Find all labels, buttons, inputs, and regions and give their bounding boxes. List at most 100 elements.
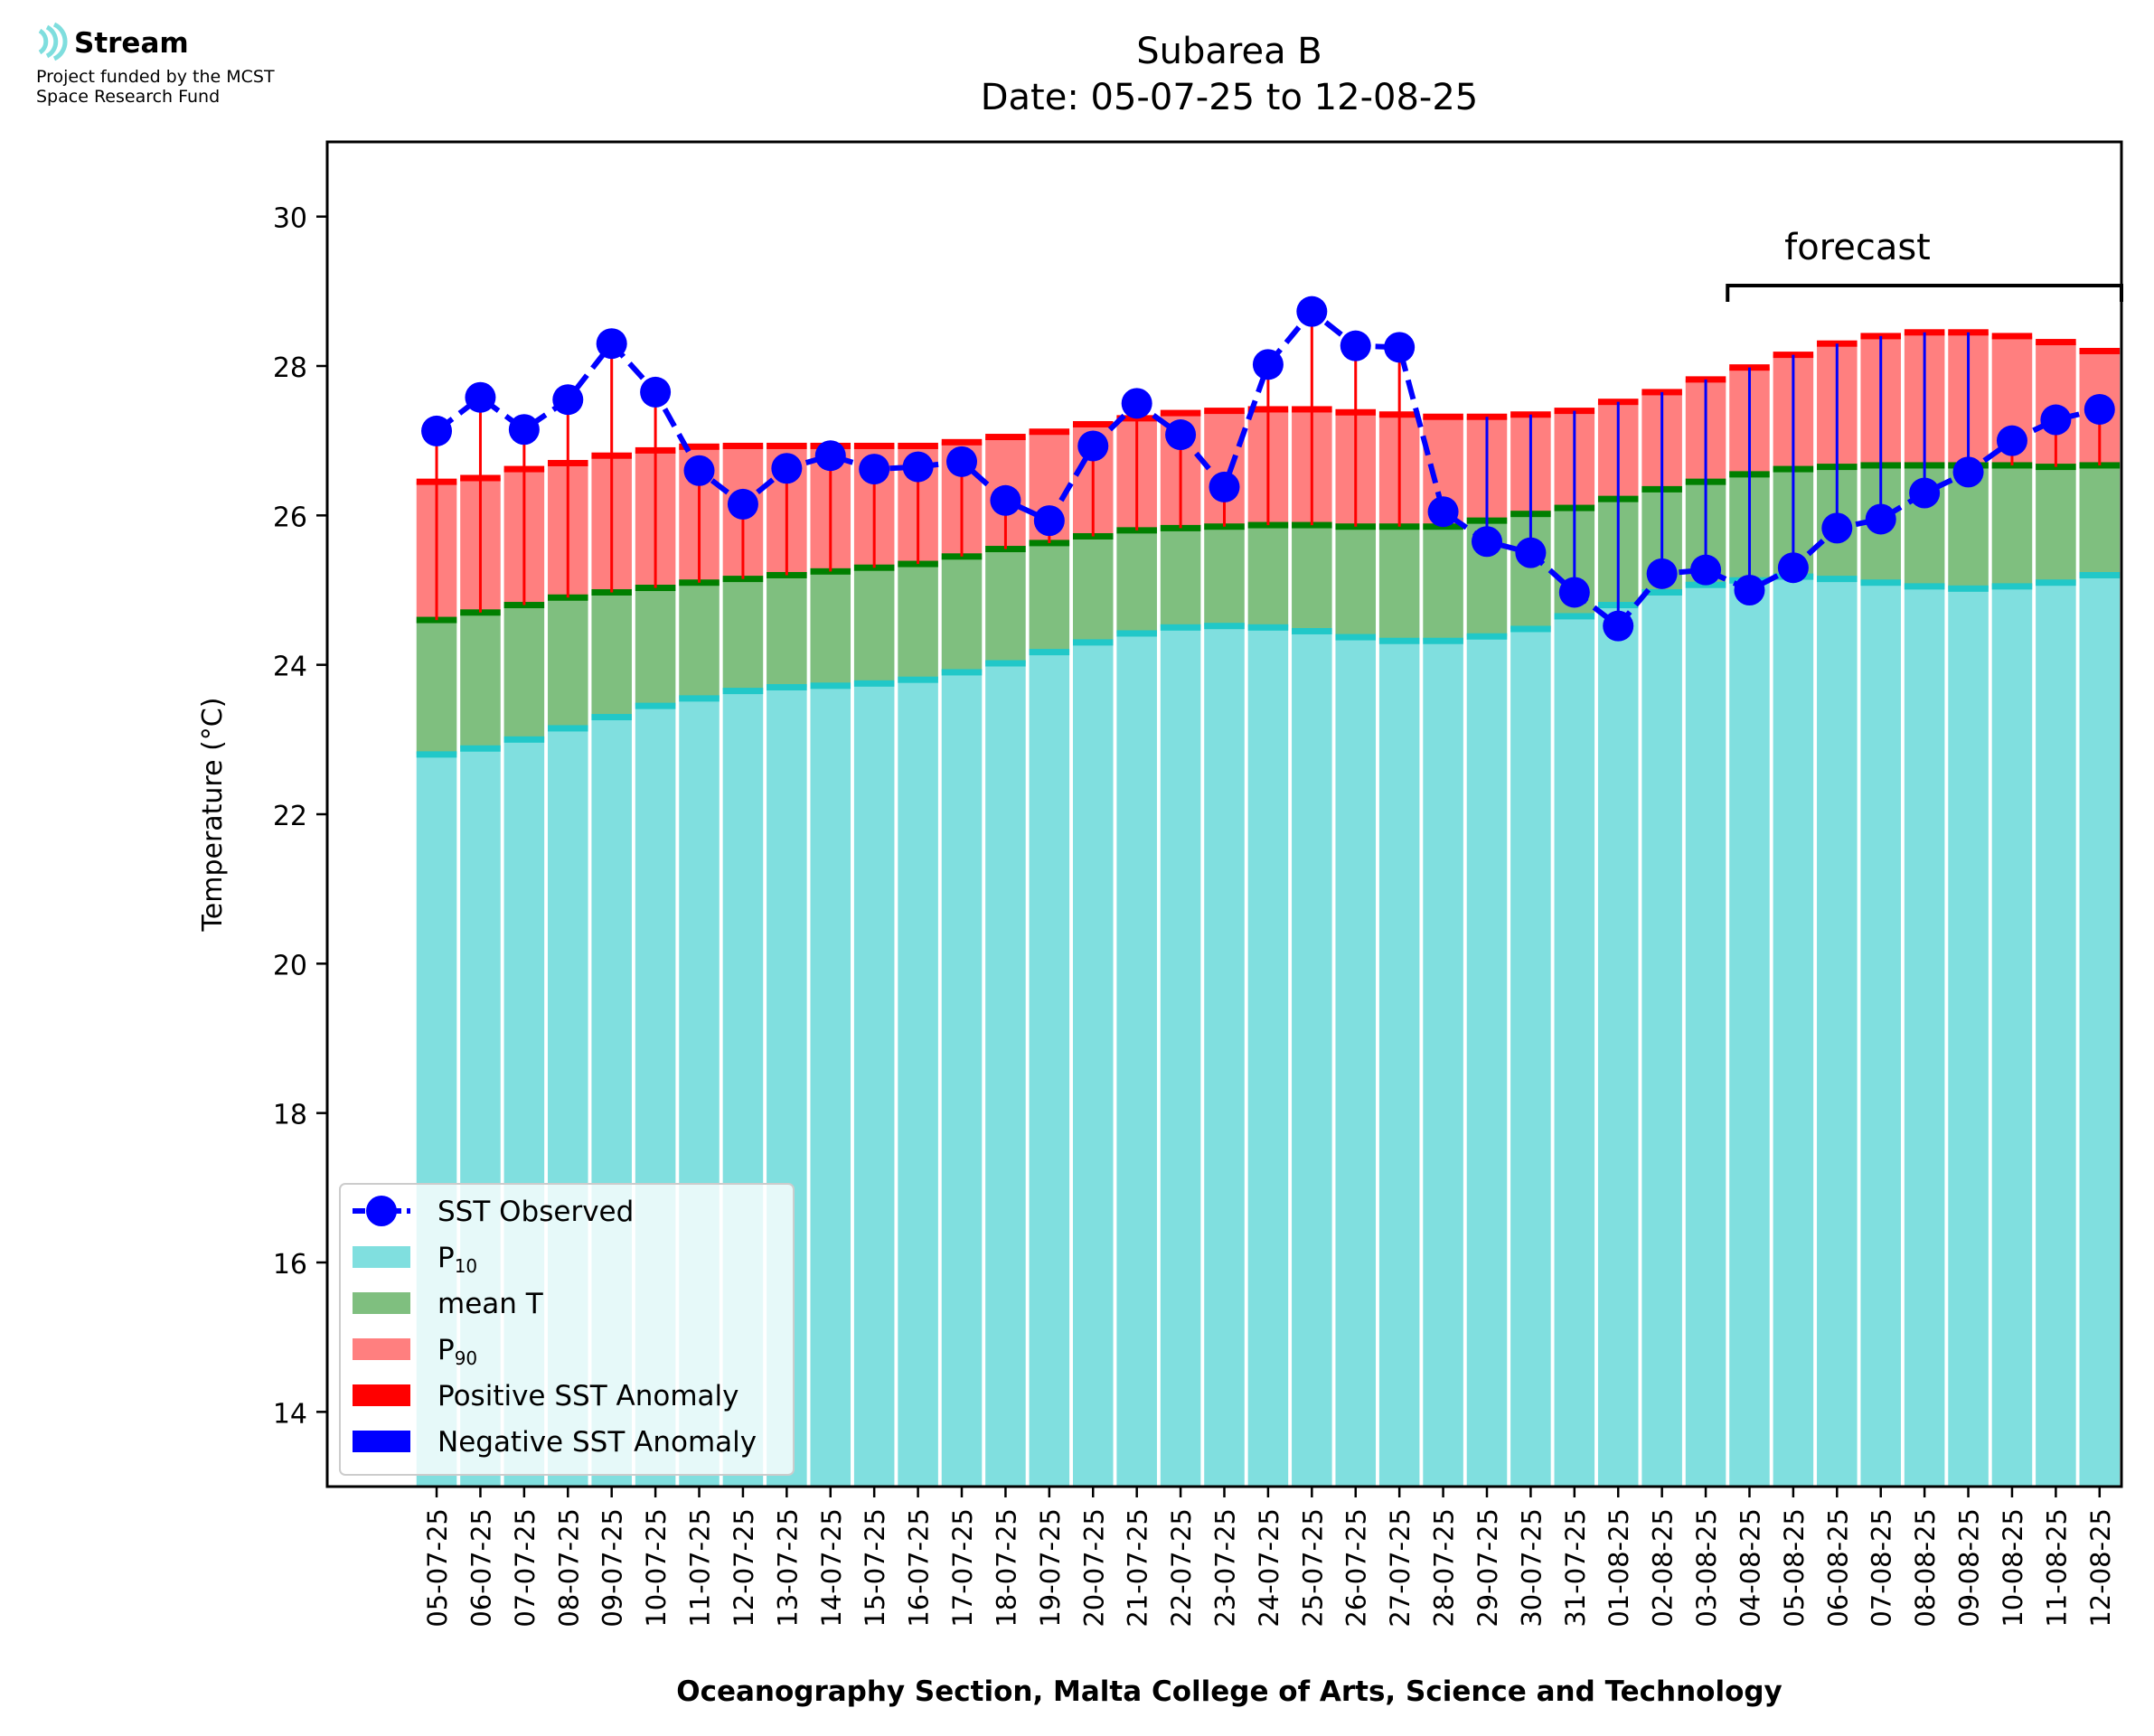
x-tick-label: 03-08-25 [1691,1508,1722,1628]
p10-bar [1904,586,1945,1487]
p10-cap [767,683,807,690]
p90-cap [722,442,764,449]
p10-cap [1116,630,1157,637]
mean-bar [2079,464,2121,576]
p10-cap [1466,633,1508,640]
sst-observed-point [1690,554,1722,586]
funding-note: Project funded by the MCST Space Researc… [36,67,275,107]
x-tick-label: 12-08-25 [2085,1508,2116,1628]
mean-bar [767,575,807,688]
mean-bar [1247,525,1289,628]
sst-observed-point [1077,430,1109,462]
mean-bar [503,605,545,740]
x-tick-label: 08-08-25 [1910,1508,1941,1628]
mean-bar [2036,466,2076,583]
p10-cap [2036,579,2076,586]
p10-bar [1729,580,1770,1487]
x-tick-label: 24-07-25 [1254,1508,1284,1628]
legend-swatch [353,1384,410,1406]
mean-bar [1292,525,1332,632]
sst-observed-point [1471,526,1502,558]
x-axis: 05-07-25 06-07-25 07-07-25 08-07-25 09-07-25… [422,1487,2116,1628]
p90-cap [1204,408,1245,415]
sst-observed-point [552,384,584,416]
sst-observed-point [1340,330,1371,361]
legend-label: Negative SST Anomaly [437,1426,757,1459]
sst-observed-point [1646,558,1678,589]
legend-label: mean T [437,1288,544,1320]
p10-bar [1204,625,1245,1487]
p90-cap [679,443,720,450]
legend-swatch [353,1292,410,1314]
x-tick-label: 19-07-25 [1035,1508,1066,1628]
x-tick-label: 18-07-25 [991,1508,1021,1628]
p90-cap [1423,413,1463,420]
x-tick-label: 11-08-25 [2041,1508,2072,1628]
sst-observed-point [1165,419,1197,451]
sst-observed-point [1252,349,1284,380]
p10-cap [985,660,1026,667]
y-axis-label: Temperature (°C) [197,698,229,933]
p90-cap [941,438,983,446]
mean-bar [898,564,938,680]
p90-cap [2036,339,2076,346]
sst-observed-point [1734,575,1765,605]
p90-cap [2079,347,2121,354]
sst-observed-point [1777,552,1809,584]
x-tick-label: 02-08-25 [1648,1508,1679,1628]
p10-cap [679,695,720,702]
p10-cap [1904,583,1945,590]
p90-cap [1029,428,1070,436]
mean-bar [1991,464,2033,586]
p90-cap [985,434,1026,441]
p10-cap [548,725,588,732]
sst-observed-point [1996,425,2027,456]
sst-observed-point [640,376,672,408]
p10-bar [1817,578,1858,1487]
x-tick-label: 22-07-25 [1166,1508,1197,1628]
x-tick-label: 11-07-25 [685,1508,716,1628]
p10-bar [1991,586,2033,1487]
p90-cap [898,442,938,449]
p10-cap [460,745,501,752]
p10-cap [503,736,545,743]
mean-bar [460,612,501,749]
p10-bar [1466,636,1508,1487]
p10-cap [1247,624,1289,631]
legend-swatch [353,1246,410,1268]
p10-bar [853,683,895,1487]
mean-bar [1335,526,1377,638]
plot-frame [325,140,2123,1488]
sst-observed-point [990,484,1021,516]
p10-bar [1554,615,1595,1487]
x-axis-label: Oceanography Section, Malta College of A… [676,1675,1782,1708]
sst-observed-point [1033,505,1065,537]
forecast-bracket [1726,284,2123,302]
x-tick-label: 06-08-25 [1822,1508,1853,1628]
p10-bar [941,671,983,1487]
x-tick-label: 30-07-25 [1516,1508,1547,1628]
sst-observed-point [727,488,758,520]
p10-bar [1116,633,1157,1487]
x-tick-label: 27-07-25 [1385,1508,1416,1628]
forecast-annotation: forecast [1726,227,2123,302]
chart-title: Subarea B [1136,31,1322,72]
funding-line-1: Project funded by the MCST [36,67,275,87]
x-tick-label: 10-08-25 [1998,1508,2028,1628]
x-tick-label: 17-07-25 [947,1508,978,1628]
p10-cap [722,688,764,695]
mean-bar [548,597,588,728]
p10-bar [1641,592,1682,1487]
p10-cap [1423,637,1463,644]
p10-cap [1510,625,1551,633]
mean-bar [941,556,983,672]
x-tick-label: 08-07-25 [553,1508,584,1628]
x-tick-label: 20-07-25 [1078,1508,1109,1628]
p10-cap [1335,633,1377,641]
x-tick-label: 04-08-25 [1735,1508,1765,1628]
stream-waves-icon [38,22,68,61]
x-tick-label: 05-08-25 [1779,1508,1810,1628]
p10-bar [1378,641,1420,1487]
y-tick-label: 14 [273,1398,307,1430]
